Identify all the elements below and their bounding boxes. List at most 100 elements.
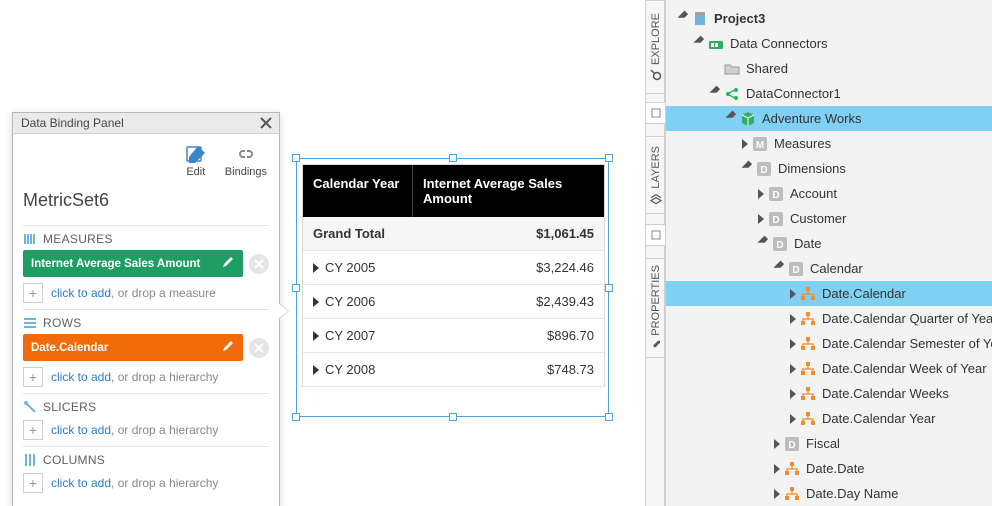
close-icon[interactable] [259, 116, 273, 130]
add-measure-button[interactable]: + [23, 283, 43, 303]
add-row-button[interactable]: + [23, 367, 43, 387]
add-link[interactable]: click to add [51, 370, 111, 384]
col-header[interactable]: Calendar Year [303, 165, 413, 217]
add-row-hint: click to add, or drop a hierarchy [51, 370, 218, 384]
tree-item[interactable]: Date.Calendar Week of Year [666, 356, 992, 381]
delete-measure-button[interactable] [249, 254, 269, 274]
add-column-button[interactable]: + [23, 473, 43, 493]
tab-layers[interactable]: LAYERS [646, 136, 666, 214]
expander-icon[interactable] [790, 414, 796, 424]
expander-icon[interactable] [774, 439, 780, 449]
tree-item[interactable]: Date.Day Name [666, 481, 992, 506]
tree-item[interactable]: Date.Calendar Semester of Year [666, 331, 992, 356]
tree-item[interactable]: DAccount [666, 181, 992, 206]
expander-icon[interactable] [677, 10, 691, 24]
expander-icon[interactable] [709, 85, 723, 99]
expander-icon[interactable] [693, 35, 707, 49]
tab-collapse-icon[interactable] [645, 224, 666, 246]
measure-chip[interactable]: Internet Average Sales Amount [23, 250, 243, 277]
expand-row-icon[interactable] [313, 263, 319, 273]
expander-icon[interactable] [790, 389, 796, 399]
delete-row-button[interactable] [249, 338, 269, 358]
resize-handle[interactable] [449, 154, 457, 162]
resize-handle[interactable] [449, 413, 457, 421]
table-row[interactable]: CY 2007$896.70 [303, 319, 604, 353]
col-header[interactable]: Internet Average Sales Amount [413, 165, 604, 217]
expander-icon[interactable] [790, 289, 796, 299]
row-chip[interactable]: Date.Calendar [23, 334, 243, 361]
expand-row-icon[interactable] [313, 297, 319, 307]
expander-icon[interactable] [742, 139, 748, 149]
expander-icon[interactable] [758, 214, 764, 224]
tree-item[interactable]: Adventure Works [666, 106, 992, 131]
tree-item-label: Measures [774, 136, 831, 151]
tree-item[interactable]: Shared [666, 56, 992, 81]
table-row[interactable]: CY 2006$2,439.43 [303, 285, 604, 319]
tree-item[interactable]: Project3 [666, 6, 992, 31]
resize-handle[interactable] [605, 154, 613, 162]
d-icon: D [784, 436, 800, 452]
expander-icon[interactable] [773, 260, 787, 274]
resize-handle[interactable] [605, 284, 613, 292]
selection-box[interactable]: Calendar Year Internet Average Sales Amo… [296, 158, 609, 417]
resize-handle[interactable] [292, 284, 300, 292]
tree-item[interactable]: DDimensions [666, 156, 992, 181]
expander-icon[interactable] [741, 160, 755, 174]
callout-arrow-icon [279, 303, 289, 319]
tab-collapse-icon[interactable] [645, 102, 666, 124]
tab-properties[interactable]: PROPERTIES [646, 258, 666, 358]
add-link[interactable]: click to add [51, 423, 111, 437]
data-binding-panel: Data Binding Panel Edit Bindings MetricS… [12, 112, 280, 506]
tree-item[interactable]: DDate [666, 231, 992, 256]
expander-icon[interactable] [774, 489, 780, 499]
tree-item[interactable]: MMeasures [666, 131, 992, 156]
table-row[interactable]: CY 2008 $748.73 [303, 353, 604, 387]
row-chip-label: Date.Calendar [31, 342, 108, 354]
gt-label: Grand Total [313, 226, 385, 241]
row-label: CY 2008 [325, 362, 375, 377]
add-slicer-hint: click to add, or drop a hierarchy [51, 423, 218, 437]
tree-item[interactable]: Date.Calendar Year [666, 406, 992, 431]
add-slicer-button[interactable]: + [23, 420, 43, 440]
rows-header: ROWS [23, 309, 269, 330]
tree-item[interactable]: Date.Date [666, 456, 992, 481]
add-link[interactable]: click to add [51, 286, 111, 300]
tree-item[interactable]: Data Connectors [666, 31, 992, 56]
svg-text:D: D [776, 240, 783, 251]
tree-item[interactable]: DFiscal [666, 431, 992, 456]
resize-handle[interactable] [292, 413, 300, 421]
expander-icon[interactable] [790, 314, 796, 324]
tree-item-label: Calendar [810, 261, 863, 276]
expander-icon[interactable] [774, 464, 780, 474]
expander-icon[interactable] [790, 339, 796, 349]
pencil-icon[interactable] [221, 339, 235, 356]
row-value: $748.73 [413, 353, 604, 386]
edit-button[interactable]: Edit [185, 144, 207, 178]
add-link[interactable]: click to add [51, 476, 111, 490]
tree-item[interactable]: Date.Calendar Quarter of Year [666, 306, 992, 331]
table-row[interactable]: CY 2005$3,224.46 [303, 251, 604, 285]
tab-explore[interactable]: EXPLORE [646, 0, 666, 94]
tree-item[interactable]: DCalendar [666, 256, 992, 281]
expander-icon[interactable] [725, 110, 739, 124]
row-label: CY 2007 [325, 328, 375, 343]
tree-item[interactable]: DCustomer [666, 206, 992, 231]
expand-row-icon[interactable] [313, 331, 319, 341]
tree-item[interactable]: Date.Calendar [666, 281, 992, 306]
panel-titlebar[interactable]: Data Binding Panel [13, 113, 279, 134]
expander-icon[interactable] [757, 235, 771, 249]
expander-icon[interactable] [758, 189, 764, 199]
panel-title: Data Binding Panel [21, 116, 124, 130]
expander-icon[interactable] [790, 364, 796, 374]
tree-item[interactable]: Date.Calendar Weeks [666, 381, 992, 406]
table-row-grandtotal[interactable]: Grand Total $1,061.45 [303, 217, 604, 251]
svg-text:D: D [772, 215, 779, 226]
row-value: $2,439.43 [413, 285, 604, 318]
pencil-icon[interactable] [221, 255, 235, 272]
svg-text:D: D [772, 190, 779, 201]
resize-handle[interactable] [605, 413, 613, 421]
resize-handle[interactable] [292, 154, 300, 162]
tree-item[interactable]: DataConnector1 [666, 81, 992, 106]
expand-row-icon[interactable] [313, 365, 319, 375]
bindings-button[interactable]: Bindings [225, 144, 267, 178]
